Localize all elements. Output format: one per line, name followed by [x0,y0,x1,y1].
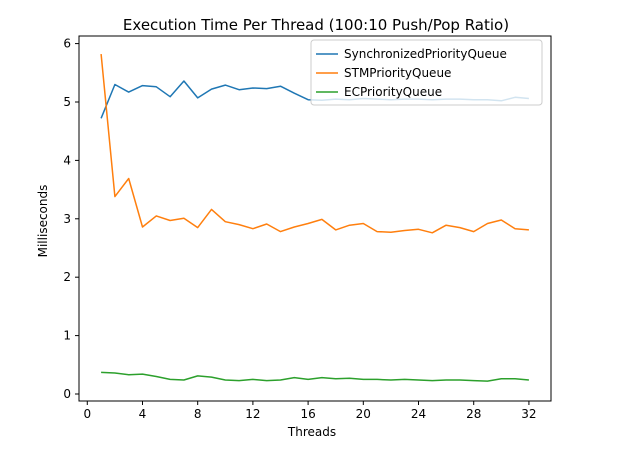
legend-box [310,39,543,106]
y-tick-label: 4 [63,153,71,167]
legend: SynchronizedPriorityQueue STMPriorityQueu… [310,39,543,106]
y-tick-label: 3 [63,212,71,226]
x-tick-label: 8 [194,407,202,421]
y-tick-label: 6 [63,37,71,51]
x-tick-label: 12 [245,407,260,421]
y-axis-title: Milliseconds [36,185,50,258]
chart-title: Execution Time Per Thread (100:10 Push/P… [123,16,509,34]
x-tick-label: 16 [300,407,315,421]
x-tick-label: 32 [521,407,536,421]
x-tick-label: 28 [466,407,481,421]
x-tick-label: 24 [411,407,426,421]
x-tick-label: 4 [139,407,147,421]
legend-label: SynchronizedPriorityQueue [344,47,507,61]
y-tick-label: 5 [63,95,71,109]
legend-label: STMPriorityQueue [344,66,451,80]
y-tick-label: 2 [63,270,71,284]
x-axis: 0 4 8 12 16 20 24 28 32 [83,401,537,421]
series-line-ecpriorityqueue [101,371,529,382]
y-tick-label: 1 [63,329,71,343]
y-tick-label: 0 [63,387,71,401]
x-axis-title: Threads [287,425,336,439]
legend-label: ECPriorityQueue [344,85,442,99]
y-axis: 0 1 2 3 4 5 6 [63,37,79,401]
x-tick-label: 0 [83,407,91,421]
x-tick-label: 20 [356,407,371,421]
series-line-stmpriorityqueue [100,54,529,234]
